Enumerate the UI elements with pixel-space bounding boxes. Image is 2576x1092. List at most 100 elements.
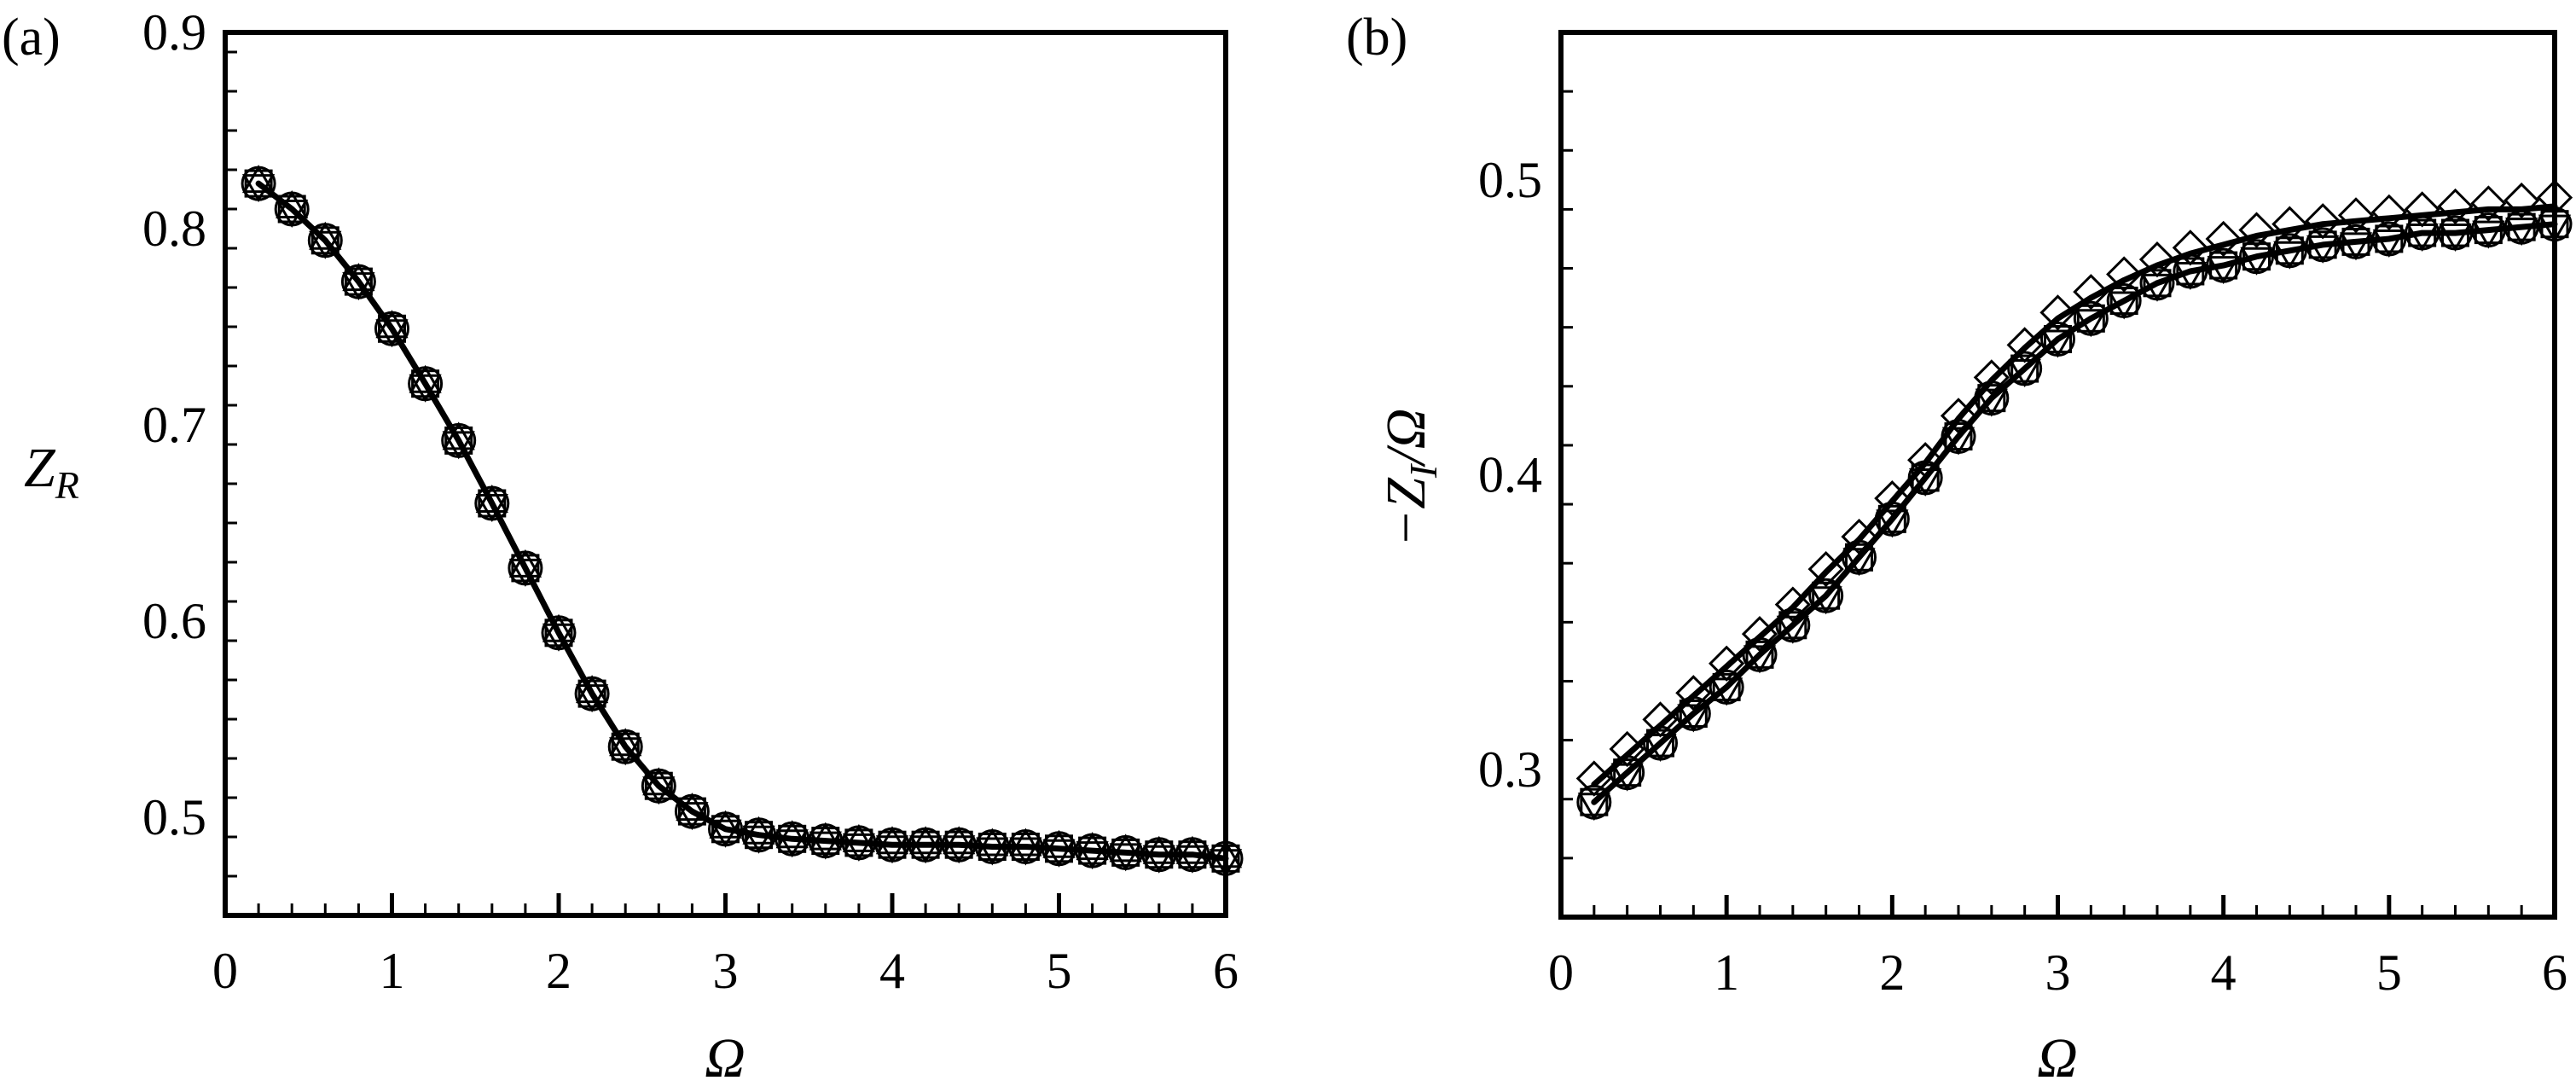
diamond-marker [1575,760,1612,797]
square-marker [1045,834,1073,863]
triangle-down-marker [2207,256,2240,285]
square-marker [1111,838,1140,867]
triangle-up-marker [542,613,576,642]
plot-frame [1558,30,2557,920]
diamond-marker [2305,203,2341,240]
triangle-down-marker [442,431,475,460]
triangle-down-marker [508,558,542,587]
diamond-marker [1940,398,1977,434]
panel-b-y-axis-label: −ZI/Ω [1375,409,1445,548]
square-marker [310,226,339,255]
panel-a-y-axis-label: ZR [24,437,79,507]
square-marker [2010,354,2039,383]
triangle-up-marker [375,310,409,339]
square-marker [611,732,640,761]
triangle-up-marker [475,485,508,513]
square-marker [944,830,973,859]
square-marker [2408,218,2437,247]
triangle-up-marker [575,675,609,704]
triangle-down-marker [2041,329,2074,358]
triangle-down-marker [1175,845,1210,874]
triangle-down-marker [1941,427,1976,456]
diamond-marker [1741,616,1778,653]
triangle-up-marker [241,165,276,194]
panel-a-label: (a) [2,9,61,67]
triangle-down-marker [1142,845,1175,874]
square-marker [677,797,706,826]
triangle-down-marker [609,737,642,766]
square-marker [2474,216,2503,245]
diamond-marker [2437,188,2474,225]
square-marker [1679,699,1708,728]
square-marker [811,827,840,856]
diamond-marker [1807,550,1844,588]
diamond-marker [2106,256,2143,293]
x-tick-label: 2 [546,943,571,999]
triangle-up-marker [809,822,842,851]
square-marker [1011,833,1040,861]
square-marker [577,679,606,708]
triangle-down-marker [309,230,342,259]
square-marker [544,619,573,648]
square-marker [2275,236,2304,265]
square-marker [2242,242,2271,271]
y-label-tail: /Ω [1375,409,1437,468]
x-tick-label: 1 [380,943,405,999]
diamond-marker [2470,185,2507,222]
triangle-down-marker [1975,388,2008,417]
square-marker [1613,758,1642,787]
triangle-down-marker [276,200,309,228]
triangle-down-marker [475,494,508,522]
triangle-up-marker [642,767,676,796]
square-marker [911,830,940,859]
series-line [255,180,1229,862]
triangle-down-marker [1743,645,1777,674]
diamond-marker [2337,197,2375,234]
square-marker [444,426,473,455]
triangle-up-marker [842,823,876,852]
square-marker [1745,640,1774,669]
diamond-marker [2205,220,2242,258]
square-marker [745,821,774,850]
triangle-down-marker [2339,232,2373,261]
triangle-down-marker [1809,586,1842,615]
triangle-down-marker [908,835,943,864]
square-marker [1646,729,1674,758]
y-tick-label: 0.3 [1478,741,1542,798]
square-marker [711,815,740,844]
triangle-up-marker [342,263,375,292]
square-marker [1145,840,1174,869]
x-tick-label: 5 [2376,944,2402,1001]
triangle-down-marker [1842,548,1876,577]
triangle-up-marker [276,190,309,218]
diamond-marker [1907,442,1944,479]
triangle-down-marker [709,819,742,848]
y-tick-label: 0.5 [142,789,206,845]
panel-a-x-axis-label: Ω [705,1027,746,1089]
x-tick-label: 6 [1213,943,1239,999]
triangle-up-marker [742,816,775,845]
triangle-down-marker [2240,247,2273,276]
square-marker [511,554,540,583]
triangle-up-marker [442,421,475,450]
triangle-down-marker [1042,839,1076,868]
triangle-up-marker [1076,832,1109,861]
y-tick-label: 0.5 [1478,152,1542,208]
triangle-up-marker [976,828,1009,857]
panel-a: (a) ZR Ω 0 1 2 3 4 5 6 0.5 0.6 0.7 0.8 0.9 [2,4,1244,1089]
triangle-down-marker [241,174,276,203]
diamond-marker [1675,675,1712,712]
triangle-down-marker [1909,468,1942,497]
triangle-up-marker [908,826,943,855]
triangle-up-marker [1175,835,1210,864]
x-tick-label: 0 [212,943,238,999]
square-marker [478,489,507,518]
triangle-up-marker [1142,835,1175,864]
x-tick-label: 6 [2542,944,2567,1001]
x-tick-label: 2 [1879,944,1905,1001]
square-marker [778,824,807,853]
x-tick-label: 0 [1548,944,1574,1001]
triangle-down-marker [342,272,375,301]
triangle-up-marker [409,364,442,393]
square-marker [644,771,673,800]
